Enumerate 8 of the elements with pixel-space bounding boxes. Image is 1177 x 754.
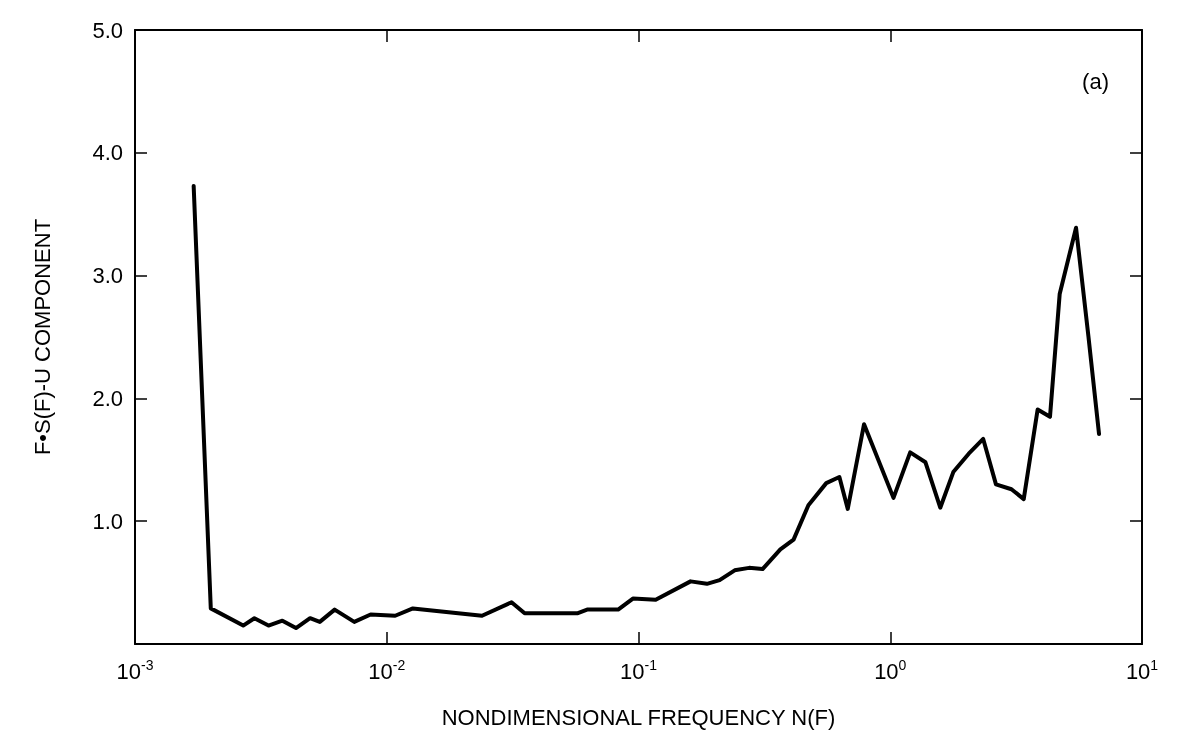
y-tick-label: 1.0 (92, 508, 123, 534)
y-tick-label: 5.0 (92, 17, 123, 43)
annotation: (a) (1082, 68, 1109, 94)
y-tick-label: 4.0 (92, 140, 123, 166)
x-axis-title: NONDIMENSIONAL FREQUENCY N(F) (441, 704, 836, 730)
y-axis-title: F•S(F)-U COMPONENT (29, 218, 55, 456)
y-tick-label: 2.0 (92, 385, 123, 411)
y-tick-label: 3.0 (92, 263, 123, 289)
